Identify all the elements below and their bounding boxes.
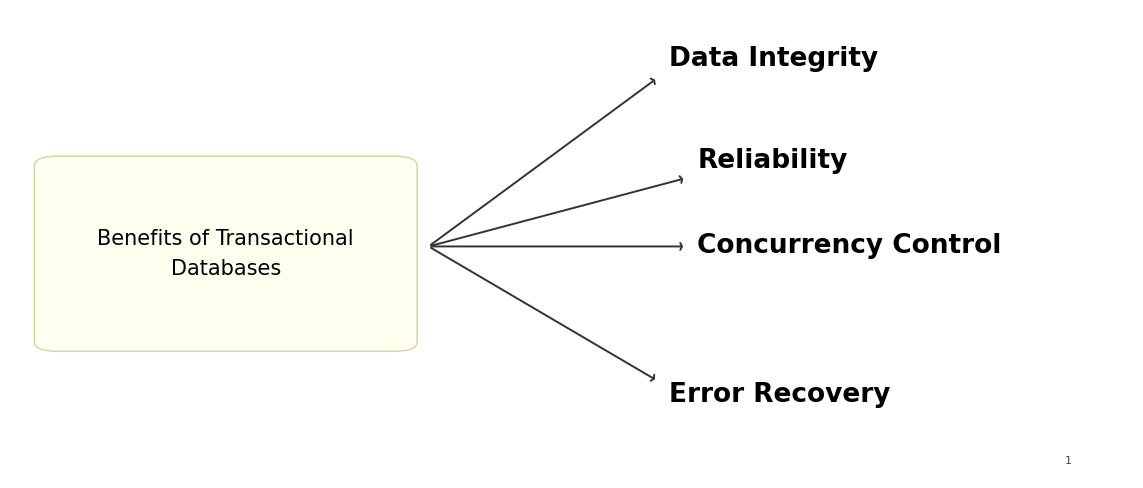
Text: Error Recovery: Error Recovery — [669, 382, 890, 408]
FancyBboxPatch shape — [34, 156, 417, 351]
Text: Benefits of Transactional
Databases: Benefits of Transactional Databases — [97, 229, 354, 279]
Text: 1: 1 — [1065, 456, 1072, 466]
Text: Reliability: Reliability — [697, 148, 848, 174]
Text: Data Integrity: Data Integrity — [669, 45, 878, 72]
Text: Concurrency Control: Concurrency Control — [697, 233, 1001, 260]
